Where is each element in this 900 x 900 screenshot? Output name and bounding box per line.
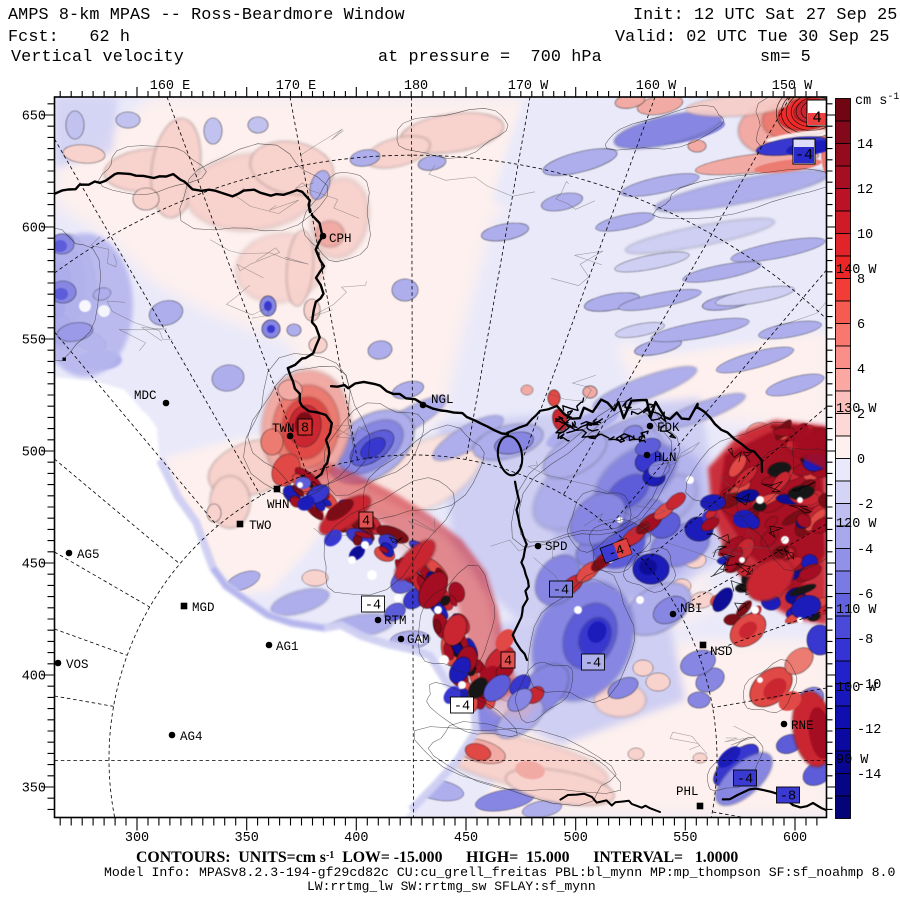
- svg-text:-14: -14: [857, 768, 881, 783]
- svg-text:AG5: AG5: [77, 548, 100, 562]
- svg-text:AG1: AG1: [276, 640, 299, 654]
- svg-text:TWN: TWN: [272, 422, 295, 436]
- svg-text:2: 2: [857, 408, 865, 423]
- svg-text:6: 6: [857, 318, 865, 333]
- svg-text:CPH: CPH: [329, 232, 352, 246]
- svg-text:110 W: 110 W: [836, 603, 877, 618]
- svg-text:-4: -4: [795, 147, 813, 164]
- svg-text:AMPS 8-km MPAS -- Ross-Beardmo: AMPS 8-km MPAS -- Ross-Beardmore Window: [8, 6, 405, 25]
- svg-text:4: 4: [504, 655, 512, 670]
- svg-text:180: 180: [404, 79, 428, 94]
- svg-text:Valid: 02 UTC Tue 30 Sep 25: Valid: 02 UTC Tue 30 Sep 25: [615, 28, 890, 47]
- svg-text:WHN: WHN: [267, 498, 290, 512]
- svg-text:-4: -4: [585, 657, 601, 672]
- svg-text:90 W: 90 W: [836, 753, 869, 768]
- svg-text:-6: -6: [857, 588, 873, 603]
- svg-text:150 W: 150 W: [772, 79, 813, 94]
- svg-text:350: 350: [235, 831, 259, 846]
- svg-text:-10: -10: [857, 678, 881, 693]
- svg-text:HLN: HLN: [654, 451, 677, 465]
- svg-text:550: 550: [673, 831, 697, 846]
- svg-text:NBI: NBI: [680, 602, 703, 616]
- svg-text:170 E: 170 E: [276, 79, 317, 94]
- svg-text:350: 350: [22, 782, 46, 797]
- svg-text:AG4: AG4: [180, 730, 203, 744]
- svg-text:NGL: NGL: [431, 393, 454, 407]
- svg-text:PHL: PHL: [676, 785, 699, 799]
- svg-text:400: 400: [344, 831, 368, 846]
- svg-text:sm= 5: sm= 5: [760, 48, 811, 67]
- svg-text:-2: -2: [857, 498, 873, 513]
- svg-text:CONTOURS: UNITS=cm s-1 LOW=: CONTOURS: UNITS=cm s-1 LOW= -15.000 HIGH…: [136, 849, 738, 866]
- svg-text:140 W: 140 W: [836, 263, 877, 278]
- svg-text:0: 0: [857, 453, 865, 468]
- svg-text:400: 400: [22, 670, 46, 685]
- svg-text:14: 14: [857, 138, 873, 153]
- svg-text:4: 4: [362, 515, 370, 530]
- svg-text:130 W: 130 W: [836, 402, 877, 417]
- svg-text:MGD: MGD: [192, 601, 215, 615]
- svg-text:450: 450: [454, 831, 478, 846]
- svg-text:650: 650: [22, 110, 46, 125]
- svg-text:-4: -4: [365, 599, 381, 614]
- svg-text:170 W: 170 W: [508, 79, 549, 94]
- svg-text:Fcst: 62 h: Fcst: 62 h: [8, 28, 130, 47]
- svg-text:Vertical velocity: Vertical velocity: [11, 48, 184, 67]
- svg-text:RTM: RTM: [384, 614, 407, 628]
- svg-text:-4: -4: [454, 700, 470, 715]
- svg-text:500: 500: [564, 831, 588, 846]
- svg-text:-4: -4: [607, 543, 627, 563]
- svg-text:4: 4: [857, 363, 865, 378]
- svg-text:-8: -8: [857, 633, 873, 648]
- svg-text:-8: -8: [780, 790, 796, 805]
- svg-text:SPD: SPD: [545, 540, 568, 554]
- svg-text:120 W: 120 W: [836, 517, 877, 532]
- svg-text:Model Info: MPASv8.2.3-194-gf2: Model Info: MPASv8.2.3-194-gf29cd82c CU:…: [104, 865, 895, 880]
- svg-text:NSD: NSD: [710, 645, 733, 659]
- svg-text:550: 550: [22, 334, 46, 349]
- svg-text:600: 600: [783, 831, 807, 846]
- svg-text:-12: -12: [857, 723, 881, 738]
- svg-text:100 W: 100 W: [836, 681, 877, 696]
- svg-text:600: 600: [22, 222, 46, 237]
- svg-text:LW:rrtmg_lw SW:rrtmg_sw SFLAY:: LW:rrtmg_lw SW:rrtmg_sw SFLAY:sf_mynn: [307, 879, 596, 894]
- svg-text:MDC: MDC: [134, 389, 157, 403]
- svg-text:-4: -4: [553, 584, 569, 599]
- svg-text:GAM: GAM: [407, 633, 430, 647]
- svg-text:300: 300: [125, 831, 149, 846]
- svg-text:8: 8: [301, 422, 309, 437]
- svg-text:FDK: FDK: [657, 421, 680, 435]
- svg-text:10: 10: [857, 228, 873, 243]
- svg-text:500: 500: [22, 446, 46, 461]
- svg-text:-4: -4: [857, 543, 873, 558]
- svg-text:8: 8: [857, 273, 865, 288]
- svg-text:at pressure = 700 hPa: at pressure = 700 hPa: [378, 48, 602, 67]
- svg-text:12: 12: [857, 183, 873, 198]
- svg-text:450: 450: [22, 558, 46, 573]
- svg-text:RNE: RNE: [791, 719, 814, 733]
- svg-text:-4: -4: [737, 773, 753, 788]
- svg-text:160 W: 160 W: [636, 79, 677, 94]
- svg-text:160 E: 160 E: [150, 79, 191, 94]
- svg-text:VOS: VOS: [66, 658, 89, 672]
- svg-text:TWO: TWO: [249, 519, 272, 533]
- svg-text:4: 4: [812, 109, 822, 127]
- svg-text:Init: 12 UTC Sat 27 Sep 25: Init: 12 UTC Sat 27 Sep 25: [633, 6, 897, 25]
